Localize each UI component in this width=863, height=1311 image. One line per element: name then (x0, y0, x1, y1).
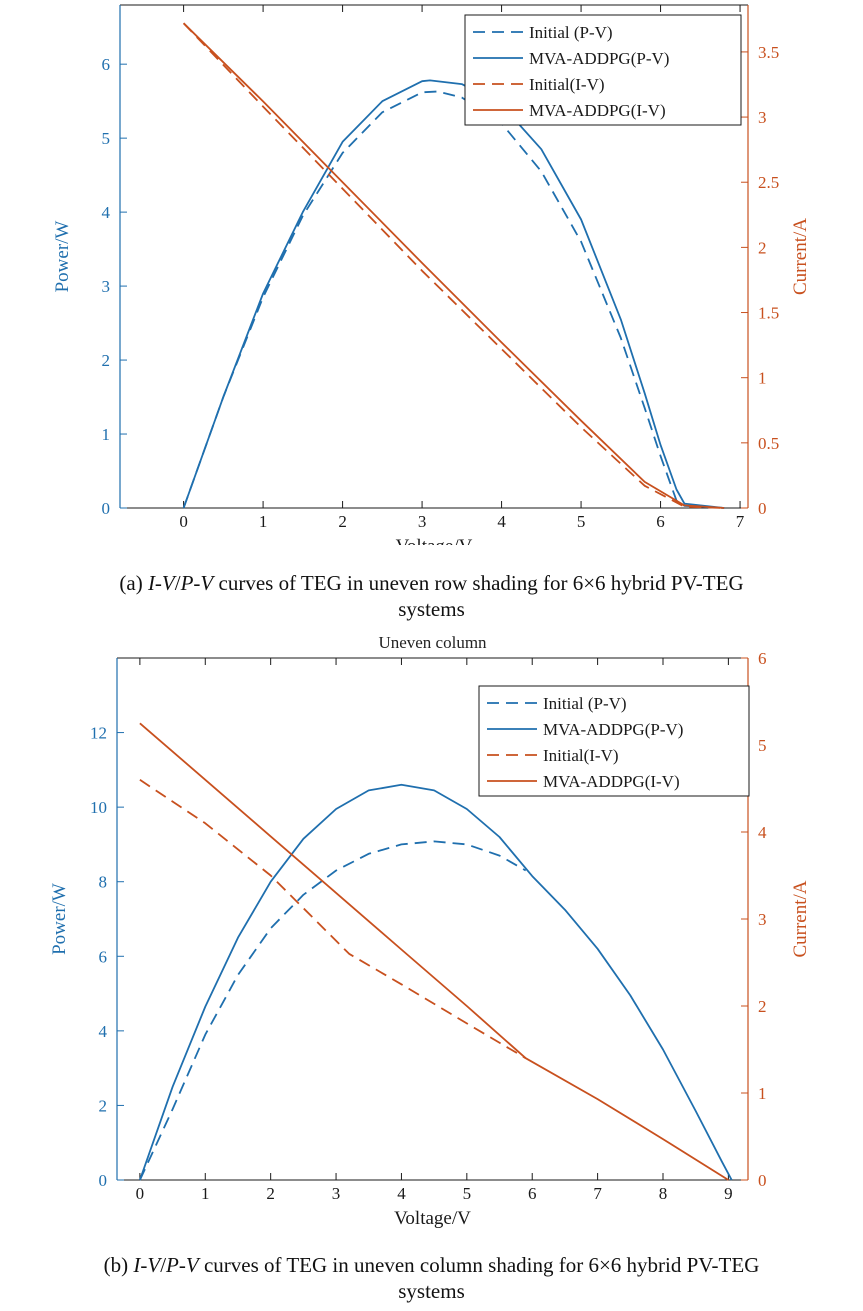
series-line-3 (139, 779, 527, 1059)
x-tick-label: 9 (724, 1184, 733, 1203)
x-tick-label: 7 (593, 1184, 602, 1203)
x-tick-label: 1 (259, 512, 268, 531)
chart-title: Uneven column (378, 633, 487, 652)
y2-tick-label: 3 (758, 910, 767, 929)
y2-tick-label: 0 (758, 499, 767, 518)
legend-box (478, 685, 750, 797)
y-tick-label: 2 (99, 1096, 108, 1115)
series-line-3 (182, 22, 725, 509)
y2-tick-label: 3.5 (758, 43, 779, 62)
y2-tick-label: 2.5 (758, 173, 779, 192)
y-tick-label: 10 (90, 798, 107, 817)
legend-label: Initial (P-V) (529, 23, 613, 42)
series-line-2 (139, 783, 733, 1181)
y2-tick-label: 1 (758, 1084, 767, 1103)
x-tick-label: 5 (577, 512, 586, 531)
y-tick-label: 6 (102, 55, 111, 74)
y2-tick-label: 1.5 (758, 304, 779, 323)
y-tick-label: 2 (102, 351, 111, 370)
x-axis-title: Voltage/V (394, 1208, 471, 1229)
legend-label: Initial(I-V) (543, 746, 619, 765)
y2-tick-label: 1 (758, 369, 767, 388)
y2-axis-title: Current/A (790, 880, 811, 957)
y-tick-label: 5 (102, 129, 111, 148)
x-tick-label: 3 (418, 512, 427, 531)
y2-tick-label: 2 (758, 238, 767, 257)
y-tick-label: 0 (99, 1171, 108, 1190)
legend-label: MVA-ADDPG(P-V) (529, 49, 669, 68)
legend-box (464, 14, 742, 126)
x-tick-label: 1 (201, 1184, 210, 1203)
y-tick-label: 12 (90, 724, 107, 743)
y2-tick-label: 0 (758, 1171, 767, 1190)
y-tick-label: 4 (99, 1022, 108, 1041)
x-tick-label: 4 (397, 1184, 406, 1203)
y-tick-label: 1 (102, 425, 111, 444)
x-tick-label: 2 (338, 512, 347, 531)
y-tick-label: 0 (102, 499, 111, 518)
x-tick-label: 6 (656, 512, 665, 531)
x-axis-title: Voltage/V (396, 536, 473, 545)
y2-tick-label: 5 (758, 736, 767, 755)
x-tick-label: 0 (179, 512, 188, 531)
x-tick-label: 6 (528, 1184, 537, 1203)
x-tick-label: 4 (497, 512, 506, 531)
y-tick-label: 3 (102, 277, 111, 296)
y-axis-title: Power/W (49, 883, 70, 955)
x-tick-label: 7 (736, 512, 745, 531)
x-tick-label: 2 (266, 1184, 275, 1203)
y2-axis-title: Current/A (790, 218, 811, 295)
legend-label: MVA-ADDPG(I-V) (529, 101, 666, 120)
y2-tick-label: 3 (758, 108, 767, 127)
y2-tick-label: 4 (758, 823, 767, 842)
legend-label: MVA-ADDPG(I-V) (543, 772, 680, 791)
x-tick-label: 3 (332, 1184, 341, 1203)
y-axis-title: Power/W (52, 221, 73, 293)
x-tick-label: 8 (659, 1184, 668, 1203)
y-tick-label: 8 (99, 873, 108, 892)
y2-tick-label: 6 (758, 649, 767, 668)
y-tick-label: 6 (99, 947, 108, 966)
caption-a: (a) I-V/P-V curves of TEG in uneven row … (119, 571, 744, 621)
series-line-4 (182, 22, 725, 509)
legend-label: Initial (P-V) (543, 694, 627, 713)
y-tick-label: 4 (102, 203, 111, 222)
caption-b: (b) I-V/P-V curves of TEG in uneven colu… (103, 1253, 760, 1303)
y2-tick-label: 2 (758, 997, 767, 1016)
legend-label: Initial(I-V) (529, 75, 605, 94)
chart-a: 01234567012345600.511.522.533.5Voltage/V… (52, 4, 811, 545)
x-tick-label: 0 (136, 1184, 145, 1203)
series-line-4 (139, 722, 729, 1181)
x-tick-label: 5 (463, 1184, 472, 1203)
legend-label: MVA-ADDPG(P-V) (543, 720, 683, 739)
series-line-1 (139, 840, 527, 1181)
y2-tick-label: 0.5 (758, 434, 779, 453)
